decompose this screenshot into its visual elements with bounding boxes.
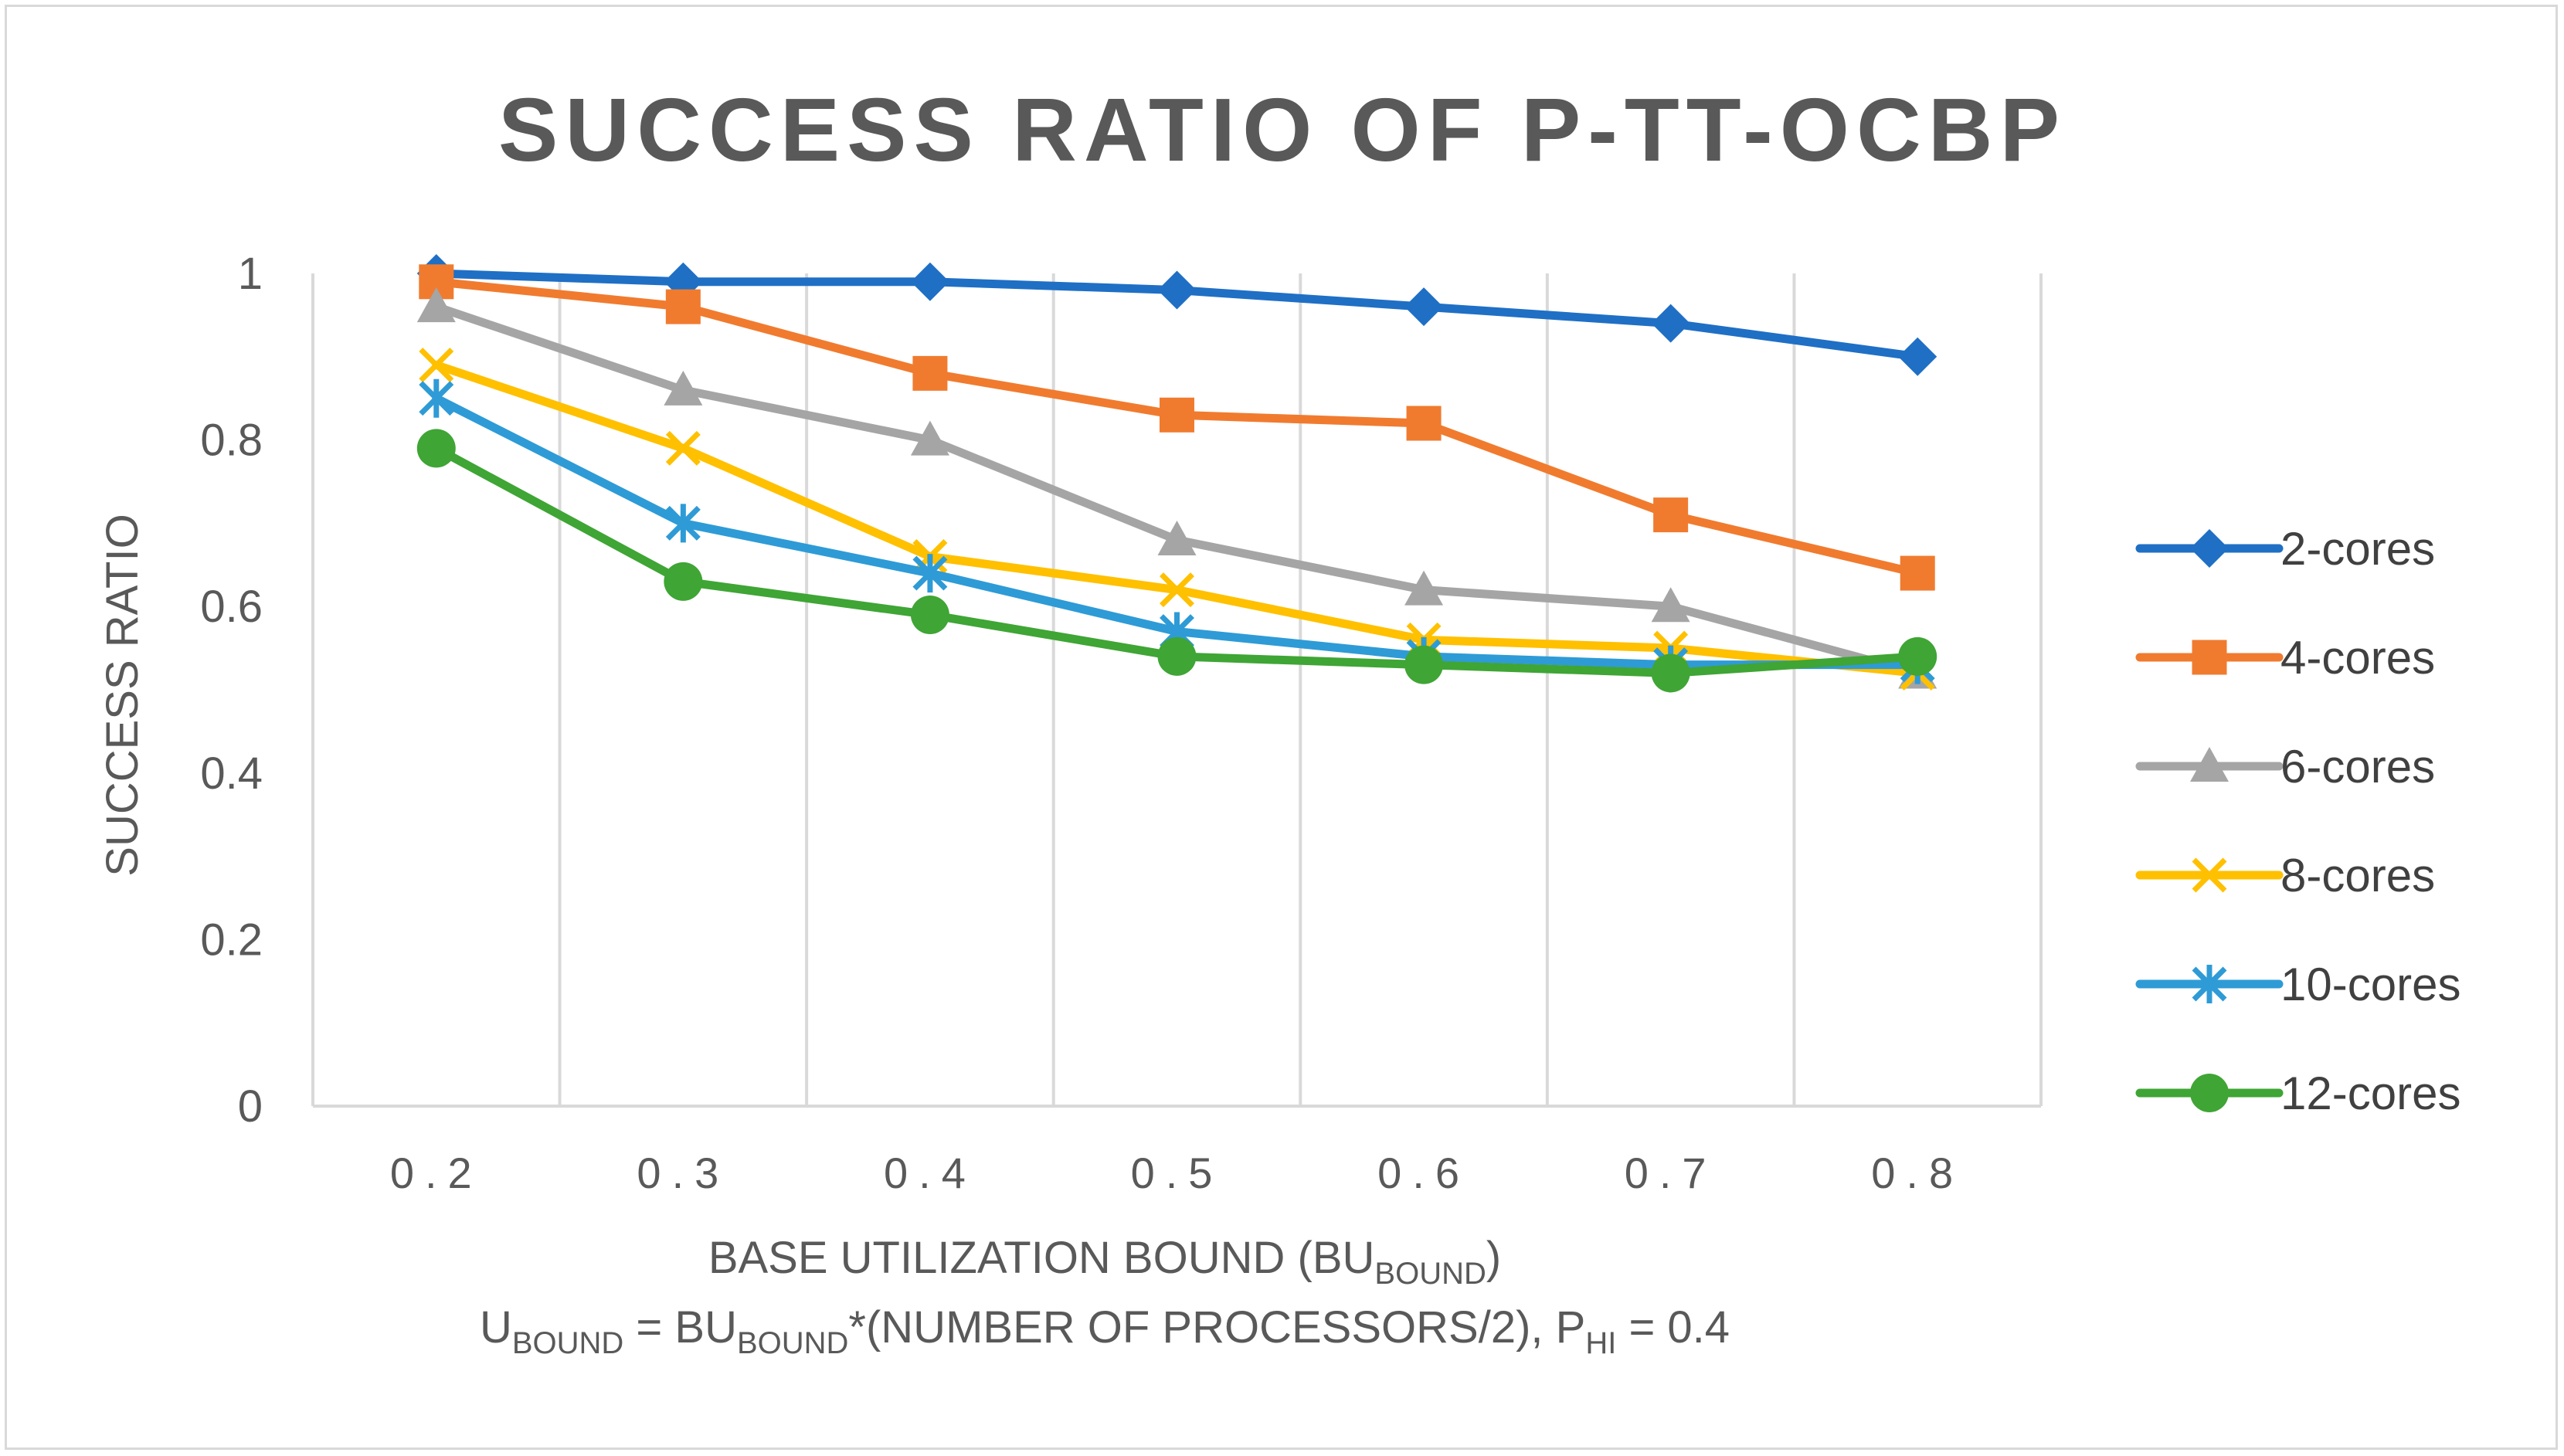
data-point-square [1900,555,1935,591]
data-point-square [1160,397,1194,433]
x-axis-title-subscript: BOUND [1374,1257,1486,1291]
x-axis-title-line1: BASE UTILIZATION BOUND (BUBOUND) [708,1233,1501,1291]
x-tick-label: 0.6 [1377,1149,1470,1197]
data-point-circle [1898,636,1937,676]
data-point-x [419,348,454,383]
data-point-triangle [664,370,703,406]
data-point-star [419,378,454,418]
legend: 2-cores 4-cores 6-cores 8-cores 10-cores 12-c… [2135,523,2460,1119]
legend-item: 8-cores [2135,850,2435,901]
data-point-triangle [416,287,456,323]
x-axis-title-subscript: HI [1585,1326,1616,1360]
y-tick-label: 0.8 [200,416,263,466]
data-point-star [2192,965,2227,1003]
data-point-diamond [1404,287,1444,327]
data-point-diamond [1651,304,1690,343]
data-point-star [665,504,701,543]
x-tick-label: 0.5 [1131,1149,1224,1197]
x-axis-title-main: BASE UTILIZATION BOUND (BU [708,1233,1375,1283]
data-point-triangle [1404,570,1444,606]
legend-item: 2-cores [2135,523,2435,575]
data-point-circle [910,595,949,634]
legend-item: 12-cores [2135,1067,2460,1119]
chart-frame [5,5,2558,1450]
series-lines [416,254,1937,693]
x-tick-label: 0.7 [1625,1149,1717,1197]
data-point-circle [416,429,456,468]
legend-item: 4-cores [2135,632,2435,684]
y-tick-label: 0 [238,1081,263,1132]
chart-title: SUCCESS RATIO OF P-TT-OCBP [498,80,2066,180]
gridlines [311,273,2043,1106]
y-tick-label: 1 [238,249,263,299]
data-point-diamond [2190,529,2229,568]
data-point-square [2192,640,2227,675]
data-point-circle [1157,636,1197,676]
data-point-circle [664,562,703,601]
y-tick-label: 0.2 [200,915,263,965]
data-point-diamond [1898,337,1937,376]
data-point-triangle [910,420,949,456]
x-axis-title-close: ) [1486,1233,1501,1283]
x-tick-label: 0.4 [884,1149,976,1197]
y-tick-label: 0.6 [200,582,263,632]
x-tick-label: 0.3 [637,1149,729,1197]
data-point-triangle [1157,520,1197,555]
legend-item: 6-cores [2135,741,2435,792]
x-axis-ticks: 0.2 0.3 0.4 0.5 0.6 0.7 0.8 [390,1149,1964,1197]
data-point-x [1160,572,1194,608]
legend-label: 12-cores [2280,1067,2460,1119]
legend-item: 10-cores [2135,959,2460,1010]
y-axis-title: SUCCESS RATIO [97,514,148,876]
series-2-cores [416,254,1937,376]
data-point-x [2192,857,2227,893]
x-tick-label: 0.2 [390,1149,483,1197]
data-point-triangle [1651,587,1690,623]
x-axis-title-text: = BU [623,1302,737,1352]
x-axis-title-text: = 0.4 [1616,1302,1730,1352]
x-axis-title-subscript: BOUND [737,1326,848,1360]
x-tick-label: 0.8 [1871,1149,1964,1197]
data-point-square [665,289,701,324]
data-point-circle [1404,645,1444,684]
data-point-star [912,554,948,593]
x-axis-title-line2: UBOUND = BUBOUND*(NUMBER OF PROCESSORS/2… [480,1302,1730,1360]
y-axis-ticks: 0 0.2 0.4 0.6 0.8 1 [200,249,263,1132]
data-point-circle [2190,1074,2229,1112]
data-point-circle [1651,653,1690,693]
data-point-diamond [1157,270,1197,310]
data-point-diamond [910,262,949,301]
data-point-square [1653,497,1689,533]
data-point-x [665,430,701,466]
legend-label: 2-cores [2280,523,2435,575]
legend-label: 8-cores [2280,850,2435,901]
legend-label: 6-cores [2280,741,2435,792]
series-12-cores [416,429,1937,693]
legend-label: 10-cores [2280,959,2460,1010]
data-point-triangle [2190,747,2229,782]
legend-label: 4-cores [2280,632,2435,684]
data-point-square [912,355,948,391]
series-4-cores [419,264,1935,591]
x-axis-title-text: U [480,1302,512,1352]
x-axis-title-text: *(NUMBER OF PROCESSORS/2), P [848,1302,1585,1352]
data-point-square [1406,406,1442,441]
y-tick-label: 0.4 [200,748,263,799]
x-axis-title-subscript: BOUND [512,1326,623,1360]
